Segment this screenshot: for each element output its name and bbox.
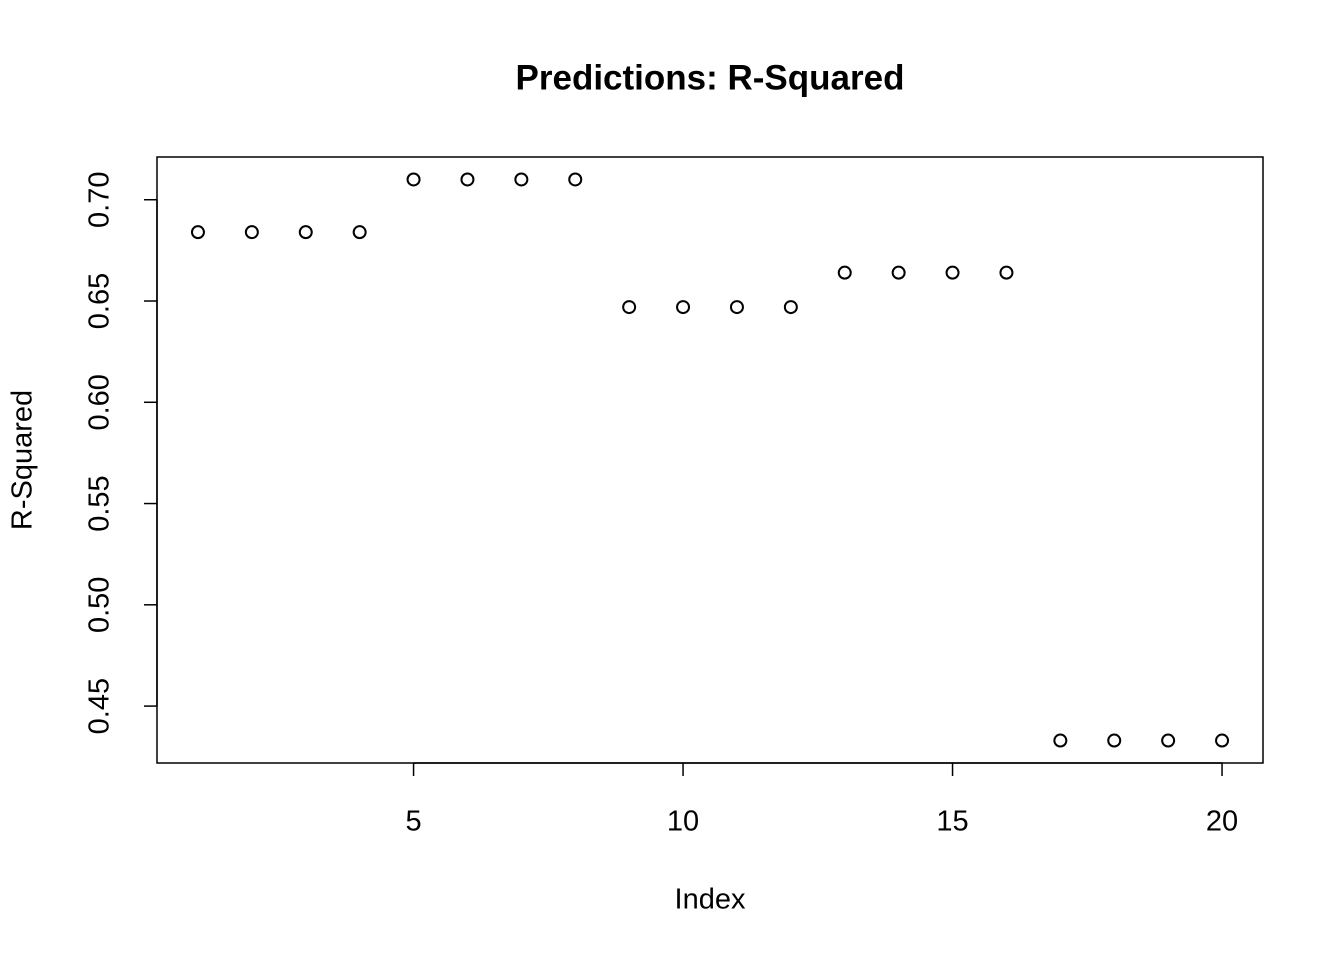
point	[298, 225, 313, 240]
y-tick-label: 0.70	[84, 172, 116, 228]
x-tick-label: 5	[405, 806, 421, 838]
y-tick-label: 0.65	[84, 273, 116, 329]
y-tick-label: 0.60	[84, 374, 116, 430]
point	[460, 172, 475, 187]
point	[190, 225, 205, 240]
point	[999, 265, 1014, 280]
point	[622, 300, 637, 315]
point	[352, 225, 367, 240]
x-tick-label: 10	[667, 806, 699, 838]
point	[406, 172, 421, 187]
x-axis-title: Index	[675, 884, 746, 916]
y-tick-label: 0.45	[84, 678, 116, 734]
point	[1161, 733, 1176, 748]
point	[676, 300, 691, 315]
chart-title: Predictions: R-Squared	[516, 58, 905, 97]
point	[729, 300, 744, 315]
point	[514, 172, 529, 187]
point	[244, 225, 259, 240]
point	[837, 265, 852, 280]
point	[891, 265, 906, 280]
x-tick-label: 15	[936, 806, 968, 838]
point	[1215, 733, 1230, 748]
y-tick-label: 0.55	[84, 475, 116, 531]
point	[783, 300, 798, 315]
x-tick-label: 20	[1206, 806, 1238, 838]
y-tick-label: 0.50	[84, 577, 116, 633]
y-axis-title: R-Squared	[7, 390, 39, 530]
point	[1053, 733, 1068, 748]
point	[945, 265, 960, 280]
point	[568, 172, 583, 187]
point	[1107, 733, 1122, 748]
plot-frame	[156, 156, 1264, 764]
